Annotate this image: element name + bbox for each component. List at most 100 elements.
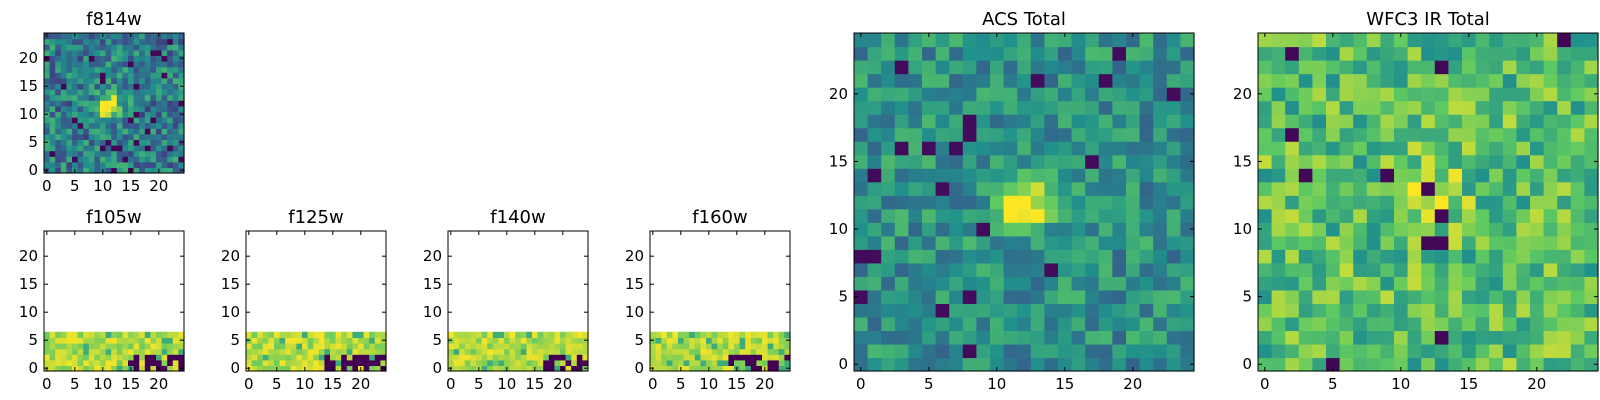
heatmap-cell [122,49,129,56]
heatmap-cell [178,331,185,338]
heatmap-cell [77,354,84,361]
heatmap-cell [49,156,56,163]
heatmap-cell [1044,87,1059,102]
heatmap-cell [161,150,168,157]
heatmap-cell [83,150,90,157]
heatmap-cell [990,154,1005,169]
heatmap-cell [262,337,269,344]
heatmap-cell [1421,73,1436,88]
heatmap-cell [1366,60,1381,75]
heatmap-cell [330,331,337,338]
heatmap-cell [717,365,724,372]
heatmap-cell [949,249,964,264]
heatmap-cell [161,156,168,163]
heatmap-cell [83,89,90,96]
heatmap-cell [515,343,522,350]
heatmap-cell [867,181,882,196]
x-tick-label: 20 [755,375,774,393]
heatmap-cell [1271,316,1286,332]
heatmap-cell [66,111,73,118]
heatmap-cell [867,330,882,345]
heatmap-cell [1071,357,1086,372]
heatmap-cell [867,168,882,183]
heatmap-cell [172,365,179,372]
heatmap-cell [77,167,84,174]
heatmap-cell [1139,114,1154,129]
heatmap-cell [784,348,791,355]
heatmap-cell [854,154,869,169]
heatmap-cell [1112,100,1127,115]
heatmap-cell [526,354,533,361]
heatmap-cell [116,66,123,73]
heatmap-cell [49,33,56,40]
heatmap-cell [908,33,923,48]
heatmap-cell [1058,46,1073,61]
heatmap-cell [251,348,258,355]
heatmap-cell [922,154,937,169]
heatmap-cell [908,60,923,75]
heatmap-cell [1421,60,1436,75]
heatmap-cell [1112,168,1127,183]
heatmap-cell [1434,235,1449,250]
x-tick-label: 15 [1459,375,1478,393]
heatmap-cell [167,94,174,101]
heatmap-cell [72,337,79,344]
heatmap-cell [700,337,707,344]
heatmap-cell [150,359,157,366]
heatmap-cell [116,139,123,146]
heatmap-cell [94,359,101,366]
heatmap-cell [1326,141,1341,156]
heatmap-cell [60,343,67,350]
heatmap-cell [83,77,90,84]
heatmap-cell [526,343,533,350]
heatmap-cell [1058,330,1073,345]
heatmap-cell [1584,73,1599,88]
heatmap-cell [908,303,923,318]
heatmap-cell [346,354,353,361]
heatmap-cell [122,139,129,146]
heatmap-cell [1312,73,1327,88]
heatmap-cell [1258,87,1273,102]
heatmap-cell [122,167,129,174]
heatmap-cell [990,343,1005,359]
heatmap-cell [650,354,657,361]
heatmap-cell [72,161,79,168]
heatmap-cell [560,337,567,344]
heatmap-cell [1180,114,1195,129]
heatmap-cell [133,348,140,355]
heatmap-cell [324,343,331,350]
heatmap-cell [1570,289,1585,304]
heatmap-cell [161,49,168,56]
heatmap-cell [537,343,544,350]
heatmap-cell [105,359,112,366]
heatmap-cell [77,161,84,168]
heatmap-cell [728,331,735,338]
heatmap-cell [1003,127,1018,142]
heatmap-cell [1153,73,1168,88]
heatmap-cell [867,87,882,102]
heatmap-cell [167,83,174,90]
heatmap-cell [949,46,964,61]
heatmap-cell [962,343,977,359]
heatmap-cell [543,337,550,344]
x-tick-label: 20 [1123,375,1142,393]
heatmap-cell [66,139,73,146]
heatmap-cell [251,343,258,350]
heatmap-cell [44,128,51,135]
y-tick-label: 20 [19,49,38,67]
heatmap-cell [172,337,179,344]
x-tick-label: 20 [149,375,168,393]
heatmap-cell [1044,249,1059,264]
heatmap-cell [133,359,140,366]
heatmap-cell [1380,343,1395,359]
heatmap-cell [1462,168,1477,183]
heatmap-cell [767,348,774,355]
heatmap-cell [1489,127,1504,142]
heatmap-cell [520,354,527,361]
x-tick-label: 0 [446,375,456,393]
heatmap-cell [246,354,253,361]
heatmap-cell [144,337,151,344]
heatmap-cell [150,331,157,338]
heatmap-cell [94,83,101,90]
heatmap-cell [881,330,896,345]
